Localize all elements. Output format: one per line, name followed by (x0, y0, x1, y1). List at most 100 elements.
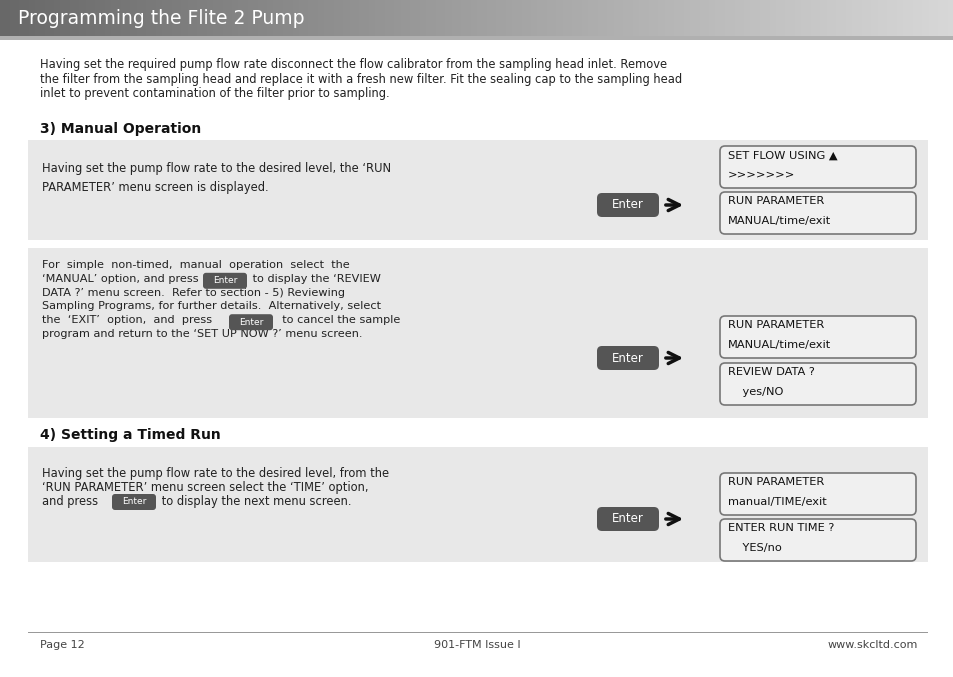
Text: www.skcltd.com: www.skcltd.com (827, 640, 917, 650)
Bar (784, 0, 788, 36)
Bar (655, 0, 658, 36)
Bar (92, 0, 95, 36)
Bar (746, 0, 750, 36)
Bar (394, 0, 397, 36)
Bar (594, 0, 598, 36)
Bar (886, 0, 889, 36)
Bar (67, 0, 70, 36)
Bar (28, 632, 927, 633)
Bar (626, 0, 629, 36)
Bar (181, 0, 184, 36)
Bar (922, 0, 924, 36)
Bar (817, 0, 820, 36)
Bar (457, 0, 460, 36)
Bar (883, 0, 886, 36)
Bar (305, 0, 308, 36)
Bar (476, 0, 479, 36)
Bar (803, 0, 807, 36)
Text: Enter: Enter (238, 318, 263, 327)
FancyBboxPatch shape (203, 273, 247, 289)
Bar (312, 0, 314, 36)
Bar (575, 0, 578, 36)
Bar (289, 0, 293, 36)
Bar (372, 0, 375, 36)
Text: MANUAL/time/exit: MANUAL/time/exit (727, 340, 830, 349)
Bar (102, 0, 105, 36)
Bar (578, 0, 581, 36)
Bar (89, 0, 92, 36)
Bar (95, 0, 98, 36)
Bar (527, 0, 531, 36)
Bar (937, 0, 941, 36)
Bar (334, 0, 336, 36)
Bar (779, 0, 781, 36)
Bar (12, 0, 16, 36)
Bar (384, 0, 388, 36)
Bar (76, 0, 79, 36)
Bar (737, 0, 740, 36)
Bar (108, 0, 112, 36)
Bar (267, 0, 270, 36)
Bar (45, 0, 48, 36)
Bar (10, 0, 12, 36)
Bar (274, 0, 276, 36)
Bar (174, 0, 178, 36)
Bar (302, 0, 305, 36)
Bar (645, 0, 648, 36)
Bar (598, 0, 600, 36)
Bar (791, 0, 794, 36)
Bar (905, 0, 908, 36)
Text: Sampling Programs, for further details.  Alternatively, select: Sampling Programs, for further details. … (42, 301, 380, 311)
Text: YES/no: YES/no (727, 542, 781, 552)
Bar (400, 0, 403, 36)
Bar (508, 0, 512, 36)
Bar (775, 0, 779, 36)
Text: REVIEW DATA ?: REVIEW DATA ? (727, 367, 814, 377)
Text: Having set the pump flow rate to the desired level, the ‘RUN
PARAMETER’ menu scr: Having set the pump flow rate to the des… (42, 162, 391, 194)
Text: Having set the pump flow rate to the desired level, from the: Having set the pump flow rate to the des… (42, 467, 389, 480)
Bar (391, 0, 394, 36)
Bar (232, 0, 235, 36)
Bar (60, 0, 64, 36)
Bar (178, 0, 181, 36)
Bar (340, 0, 343, 36)
Bar (591, 0, 594, 36)
Bar (658, 0, 660, 36)
Bar (496, 0, 498, 36)
Bar (841, 0, 845, 36)
Bar (165, 0, 169, 36)
FancyBboxPatch shape (720, 316, 915, 358)
Bar (753, 0, 756, 36)
Bar (848, 0, 851, 36)
Bar (498, 0, 502, 36)
Bar (546, 0, 550, 36)
Bar (257, 0, 260, 36)
Bar (836, 0, 839, 36)
Bar (600, 0, 603, 36)
Text: DATA ?’ menu screen.  Refer to section - 5) Reviewing: DATA ?’ menu screen. Refer to section - … (42, 288, 345, 298)
Bar (448, 0, 451, 36)
Text: ‘MANUAL’ option, and press: ‘MANUAL’ option, and press (42, 274, 202, 284)
Bar (899, 0, 902, 36)
Bar (765, 0, 769, 36)
Bar (117, 0, 121, 36)
Bar (893, 0, 896, 36)
Bar (889, 0, 893, 36)
Bar (317, 0, 321, 36)
Bar (613, 0, 617, 36)
Bar (467, 0, 470, 36)
Bar (213, 0, 216, 36)
Bar (531, 0, 534, 36)
Text: ENTER RUN TIME ?: ENTER RUN TIME ? (727, 523, 834, 533)
Bar (524, 0, 527, 36)
FancyBboxPatch shape (597, 507, 659, 531)
Bar (353, 0, 355, 36)
Bar (617, 0, 619, 36)
FancyBboxPatch shape (112, 494, 156, 510)
Bar (521, 0, 524, 36)
Bar (445, 0, 448, 36)
Bar (279, 0, 283, 36)
Bar (636, 0, 639, 36)
Bar (295, 0, 298, 36)
FancyBboxPatch shape (720, 519, 915, 561)
